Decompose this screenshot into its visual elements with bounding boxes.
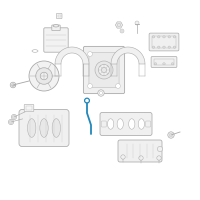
Ellipse shape [157, 46, 160, 48]
Circle shape [117, 23, 121, 27]
Circle shape [36, 68, 52, 84]
FancyBboxPatch shape [44, 28, 68, 52]
Circle shape [95, 61, 113, 79]
FancyBboxPatch shape [56, 13, 62, 19]
Circle shape [116, 84, 120, 88]
Circle shape [98, 64, 110, 76]
FancyBboxPatch shape [118, 140, 162, 162]
FancyBboxPatch shape [19, 110, 69, 146]
Circle shape [157, 156, 161, 160]
Circle shape [99, 91, 103, 95]
Circle shape [116, 52, 120, 56]
Circle shape [40, 72, 48, 80]
Ellipse shape [173, 46, 176, 48]
Ellipse shape [40, 119, 48, 137]
Circle shape [101, 67, 107, 73]
FancyBboxPatch shape [24, 104, 34, 112]
FancyBboxPatch shape [101, 121, 106, 127]
FancyBboxPatch shape [89, 53, 119, 87]
Ellipse shape [138, 119, 144, 129]
Polygon shape [115, 22, 123, 28]
FancyBboxPatch shape [52, 25, 60, 31]
Circle shape [12, 84, 14, 86]
Ellipse shape [163, 36, 165, 38]
FancyBboxPatch shape [149, 33, 179, 51]
Ellipse shape [152, 36, 155, 38]
Circle shape [10, 82, 16, 88]
Ellipse shape [163, 63, 165, 65]
Circle shape [88, 84, 92, 88]
Circle shape [88, 52, 92, 56]
Circle shape [169, 133, 173, 137]
Circle shape [121, 30, 123, 32]
Ellipse shape [53, 25, 59, 27]
Polygon shape [55, 47, 89, 64]
Ellipse shape [157, 36, 160, 38]
Ellipse shape [152, 46, 155, 48]
Circle shape [139, 156, 143, 160]
Circle shape [168, 132, 174, 138]
Circle shape [120, 29, 124, 33]
FancyBboxPatch shape [83, 46, 125, 94]
Circle shape [29, 61, 59, 91]
Circle shape [135, 21, 139, 25]
Circle shape [13, 116, 15, 118]
Circle shape [8, 119, 14, 125]
Ellipse shape [154, 63, 157, 65]
FancyBboxPatch shape [146, 121, 151, 127]
Ellipse shape [52, 119, 60, 137]
FancyBboxPatch shape [151, 56, 177, 68]
Ellipse shape [168, 36, 171, 38]
Circle shape [98, 90, 104, 96]
Polygon shape [111, 47, 145, 64]
Ellipse shape [163, 46, 165, 48]
FancyBboxPatch shape [100, 112, 152, 136]
Circle shape [121, 155, 125, 159]
Circle shape [157, 146, 163, 152]
Ellipse shape [168, 46, 171, 48]
Ellipse shape [173, 36, 176, 38]
Ellipse shape [129, 119, 135, 129]
Ellipse shape [27, 119, 36, 137]
Ellipse shape [117, 119, 123, 129]
Ellipse shape [108, 119, 114, 129]
Circle shape [10, 121, 12, 123]
Circle shape [11, 114, 17, 120]
Ellipse shape [171, 63, 174, 65]
